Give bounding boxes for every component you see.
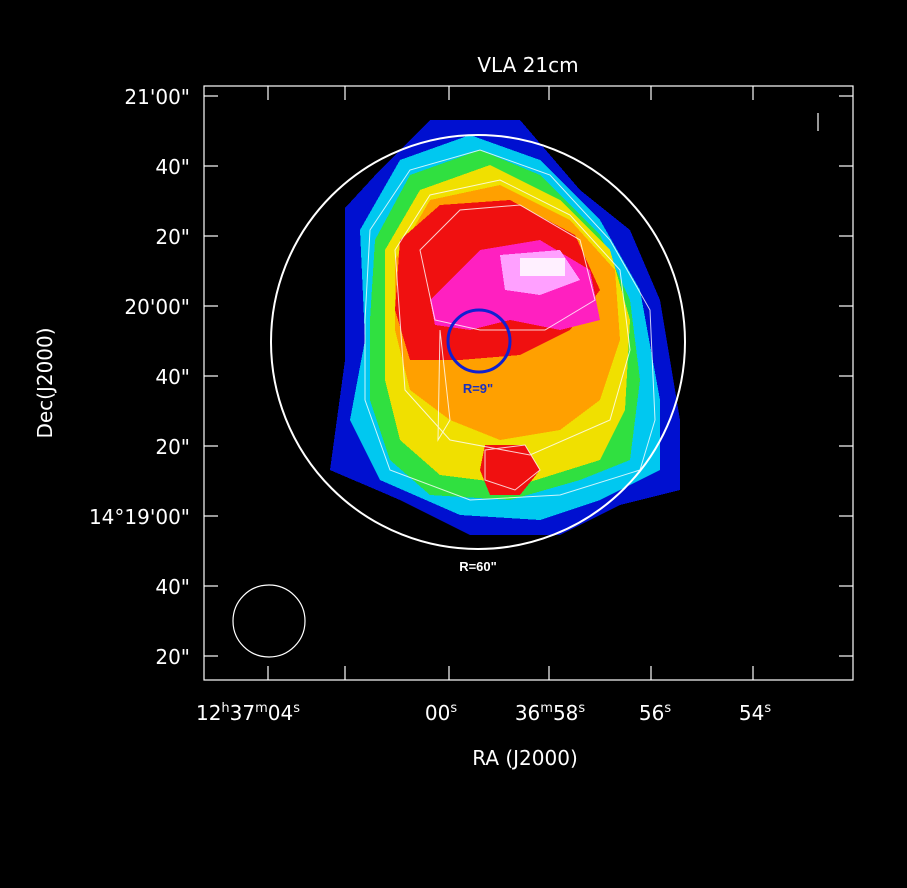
y-tick-label: 20" [155,645,190,669]
outer-circle [270,134,686,550]
x-tick-label: 00s [425,701,457,725]
y-tick-label: 14°19'00" [89,505,190,529]
x-tick-unit: s [293,701,300,716]
x-tick-number: 37 [230,701,255,725]
x-tick-number: 04 [268,701,293,725]
contours [364,149,656,501]
y-tick-label: 21'00" [124,85,190,109]
x-tick-number: 12 [196,701,221,725]
outer-circle-label: R=60" [459,559,497,574]
y-tick-label: 20" [155,435,190,459]
y-axis-label: Dec(J2000) [33,327,57,438]
y-tick-label: 40" [155,365,190,389]
x-tick-number: 56 [639,701,664,725]
y-tick-label: 20" [155,225,190,249]
title: VLA 21cm [477,53,578,77]
x-tick-label: 56s [639,701,671,725]
x-tick-unit: s [450,701,457,716]
x-tick-unit: s [578,701,585,716]
x-tick-unit: s [764,701,771,716]
inner-circle-label: R=9" [463,381,493,396]
y-tick-label: 40" [155,575,190,599]
y-tick-label: 20'00" [124,295,190,319]
x-tick-unit: s [664,701,671,716]
x-axis-label: RA (J2000) [472,746,578,770]
x-tick-unit: h [221,701,229,716]
beam [232,584,306,658]
intensity-map [330,120,680,535]
x-tick-number: 54 [739,701,764,725]
x-tick-label: 12h37m04s [196,701,300,725]
x-tick-label: 54s [739,701,771,725]
inner-circle [446,308,512,374]
x-tick-number: 00 [425,701,450,725]
x-tick-number: 36 [515,701,540,725]
x-tick-unit: m [540,701,553,716]
tick-marks [204,86,853,680]
x-tick-number: 58 [553,701,578,725]
x-tick-label: 36m58s [515,701,586,725]
x-tick-unit: m [255,701,268,716]
y-tick-label: 40" [155,155,190,179]
plot-frame [203,85,854,681]
